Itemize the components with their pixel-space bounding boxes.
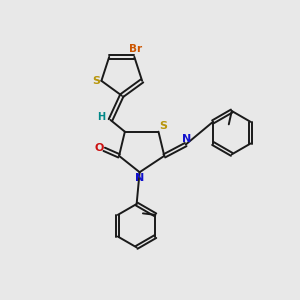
Text: N: N <box>135 173 144 183</box>
Text: N: N <box>182 134 191 144</box>
Text: Br: Br <box>129 44 142 54</box>
Text: O: O <box>94 143 104 153</box>
Text: S: S <box>92 76 101 86</box>
Text: S: S <box>160 122 167 131</box>
Text: H: H <box>98 112 106 122</box>
